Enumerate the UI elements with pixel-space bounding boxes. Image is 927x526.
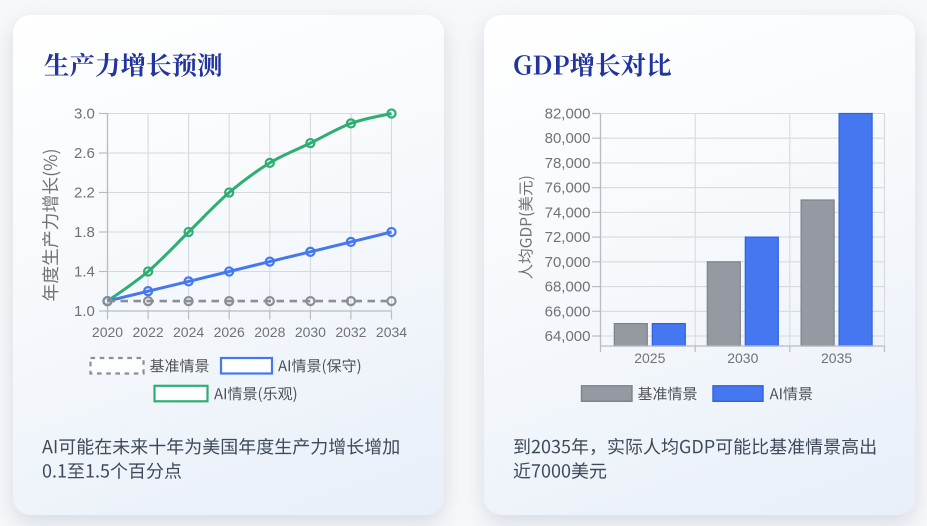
svg-text:70,000: 70,000 — [545, 254, 591, 271]
svg-text:78,000: 78,000 — [545, 155, 591, 172]
svg-text:2034: 2034 — [376, 324, 407, 340]
svg-text:68,000: 68,000 — [545, 279, 591, 296]
svg-text:2022: 2022 — [133, 324, 164, 340]
svg-text:1.0: 1.0 — [74, 303, 95, 320]
svg-text:2035: 2035 — [821, 350, 852, 366]
svg-text:2032: 2032 — [335, 324, 366, 340]
svg-text:2026: 2026 — [214, 324, 245, 340]
svg-text:66,000: 66,000 — [545, 303, 591, 320]
svg-text:2025: 2025 — [634, 350, 665, 366]
svg-text:76,000: 76,000 — [545, 180, 591, 197]
svg-text:80,000: 80,000 — [545, 130, 591, 147]
svg-text:2024: 2024 — [173, 324, 204, 340]
svg-text:1.4: 1.4 — [74, 264, 95, 281]
svg-text:72,000: 72,000 — [545, 229, 591, 246]
svg-text:2030: 2030 — [727, 350, 758, 366]
svg-text:2028: 2028 — [254, 324, 285, 340]
svg-text:74,000: 74,000 — [545, 204, 591, 221]
svg-text:2020: 2020 — [92, 324, 123, 340]
svg-text:82,000: 82,000 — [545, 106, 591, 123]
svg-text:1.8: 1.8 — [74, 224, 95, 241]
svg-text:3.0: 3.0 — [74, 106, 95, 123]
svg-text:2030: 2030 — [295, 324, 326, 340]
svg-text:2.2: 2.2 — [74, 185, 95, 202]
svg-text:64,000: 64,000 — [545, 328, 591, 345]
svg-text:2.6: 2.6 — [74, 145, 95, 162]
